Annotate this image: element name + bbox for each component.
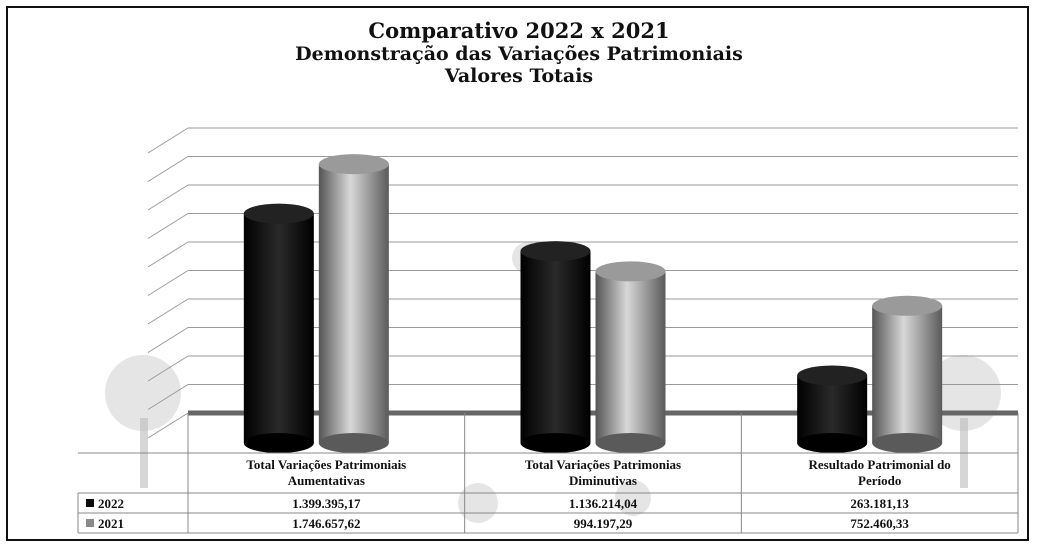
- gridline-side: [147, 241, 189, 268]
- gridline-side: [147, 270, 189, 296]
- bar-top: [595, 261, 666, 282]
- bar-2021-0: [318, 154, 389, 453]
- bar-2022-1: [520, 241, 591, 453]
- bars-group: [243, 154, 943, 453]
- bar-base: [797, 433, 868, 453]
- category-label: Diminutivas: [569, 473, 637, 488]
- decor-blob: [458, 483, 498, 523]
- bar-body: [243, 213, 314, 443]
- bar-top: [872, 295, 943, 316]
- bar-2021-2: [872, 295, 943, 453]
- gridline-side: [147, 355, 189, 382]
- category-label: Total Variações Patrimonias: [525, 457, 681, 472]
- bar-body: [595, 271, 666, 443]
- bar-base: [318, 433, 389, 453]
- legend-label-2022: 2022: [98, 496, 124, 511]
- title-line-2: Demonstração das Variações Patrimoniais: [295, 43, 743, 65]
- gridline-side: [147, 412, 189, 439]
- bar-top: [243, 203, 314, 224]
- data-label: 1.746.657,62: [292, 516, 360, 531]
- bar-body: [520, 251, 591, 443]
- bar-top: [797, 365, 868, 386]
- bar-top: [520, 241, 591, 262]
- gridline-side: [147, 384, 189, 410]
- bar-base: [243, 433, 314, 453]
- bar-base: [595, 433, 666, 453]
- data-table: Total Variações PatrimoniaisAumentativas…: [77, 413, 1019, 534]
- gridline-side: [147, 156, 189, 182]
- gridline-side: [147, 213, 189, 239]
- bar-base: [520, 433, 591, 453]
- decor-blob: [105, 355, 181, 431]
- data-label: 994.197,29: [574, 516, 633, 531]
- bar-base: [872, 433, 943, 453]
- category-label: Resultado Patrimonial do: [809, 457, 951, 472]
- data-label: 1.136.214,04: [569, 496, 638, 511]
- data-label: 263.181,13: [850, 496, 909, 511]
- category-label: Total Variações Patrimoniais: [246, 457, 406, 472]
- title-line-1: Comparativo 2022 x 2021: [368, 18, 669, 43]
- bar-2021-1: [595, 261, 666, 453]
- decor-blob: [615, 480, 651, 516]
- bar-body: [797, 375, 868, 443]
- bar-body: [872, 305, 943, 443]
- chart-frame: Comparativo 2022 x 2021 Demonstração das …: [6, 6, 1029, 541]
- title-line-3: Valores Totais: [444, 65, 593, 87]
- bar-body: [318, 164, 389, 443]
- category-label: Período: [858, 473, 901, 488]
- bar-2022-0: [243, 203, 314, 453]
- legend-swatch-2021: [86, 519, 94, 527]
- bar-2022-2: [797, 365, 868, 453]
- legend-label-2021: 2021: [98, 516, 124, 531]
- gridline-side: [147, 298, 189, 325]
- category-label: Aumentativas: [288, 473, 365, 488]
- data-label: 1.399.395,17: [292, 496, 361, 511]
- legend-swatch-2022: [86, 499, 94, 507]
- gridline-side: [147, 184, 189, 211]
- gridline-side: [147, 127, 189, 154]
- gridline-side: [147, 327, 189, 353]
- bar-top: [318, 154, 389, 175]
- data-label: 752.460,33: [850, 516, 909, 531]
